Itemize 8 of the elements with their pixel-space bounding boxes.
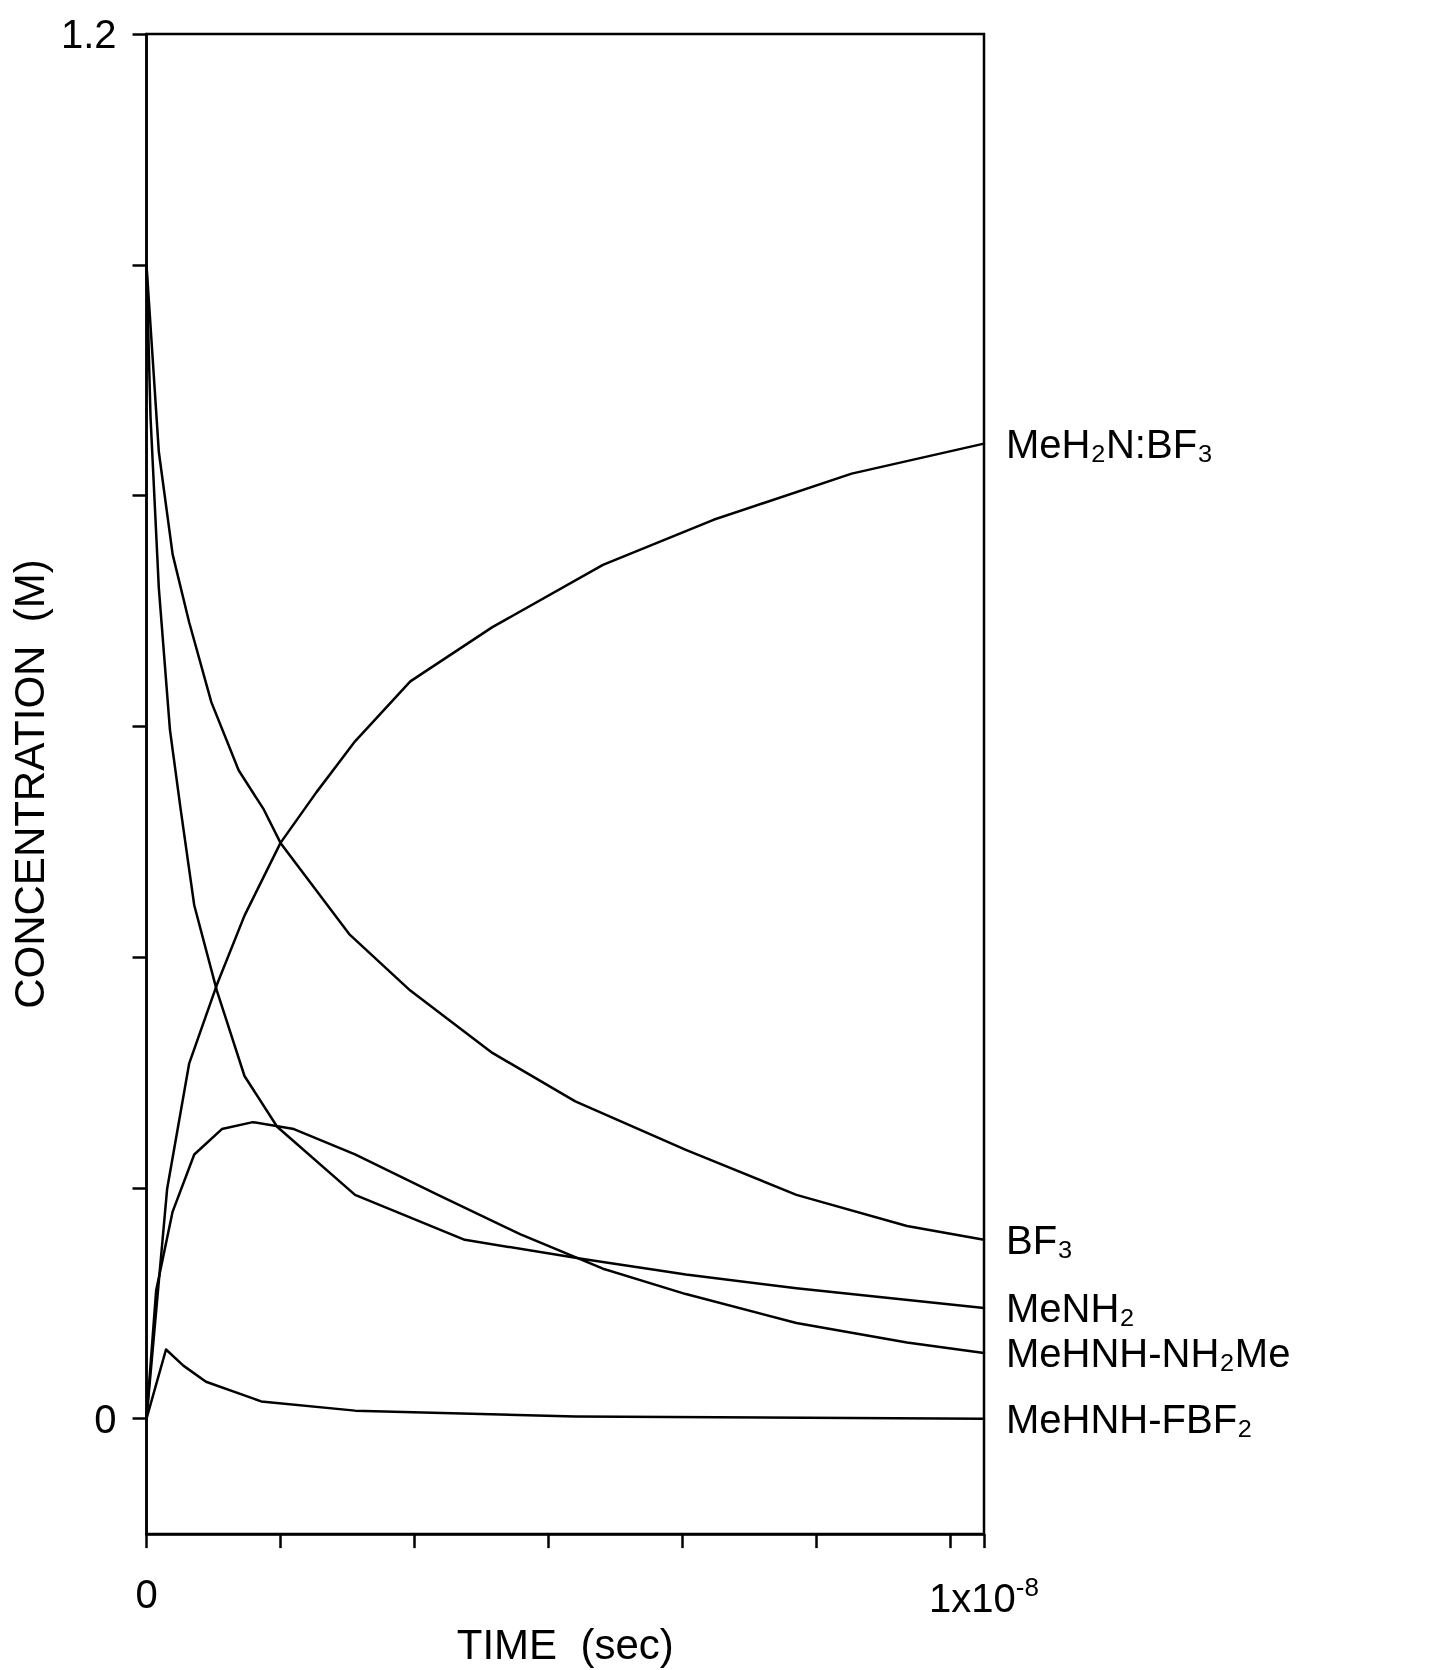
y-tick-label: 1.2 xyxy=(60,12,117,56)
series-label: MeHNH-NH₂Me xyxy=(1006,1330,1291,1375)
x-axis-title: TIME (sec) xyxy=(456,1620,674,1668)
series-label: MeHNH-FBF₂ xyxy=(1006,1396,1253,1441)
series-label: BF₃ xyxy=(1006,1217,1074,1262)
series-label: MeH₂N:BF₃ xyxy=(1006,421,1214,466)
y-axis-title: CONCENTRATION (M) xyxy=(5,559,53,1009)
series-label: MeNH₂ xyxy=(1006,1285,1135,1330)
